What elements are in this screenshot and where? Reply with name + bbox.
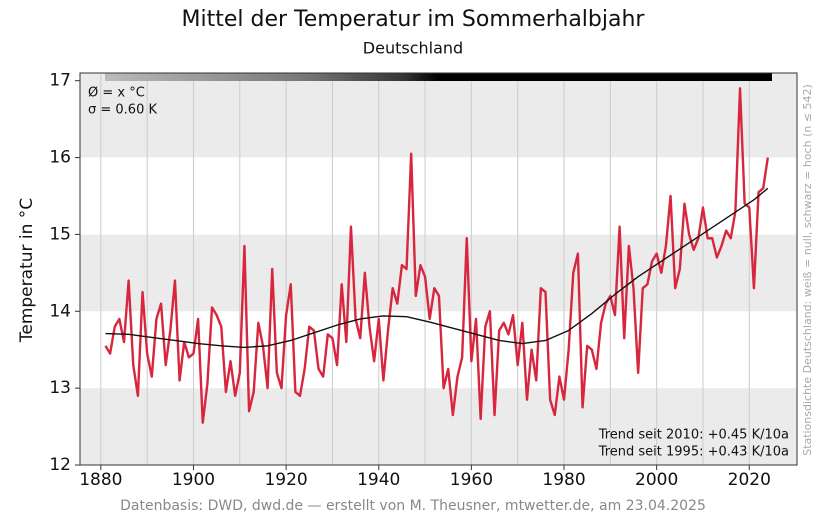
station-density-strip (105, 73, 772, 81)
grid-band (80, 388, 797, 465)
y-tick-label: 12 (49, 455, 71, 475)
chart-subtitle: Deutschland (363, 39, 463, 58)
y-tick-label: 15 (49, 224, 71, 244)
smoothed-line (105, 187, 769, 349)
y-tick-label: 13 (49, 378, 71, 398)
x-tick-label: 2020 (728, 470, 771, 490)
x-tick-label: 1940 (357, 470, 400, 490)
y-axis-label: Temperatur in °C (17, 198, 37, 343)
annotation: Ø = x °C (88, 86, 145, 101)
source: Datenbasis: DWD, dwd.de — erstellt von M… (120, 498, 706, 514)
x-tick-label: 1960 (450, 470, 493, 490)
chart-title: Mittel der Temperatur im Sommerhalbjahr (182, 7, 646, 32)
temperature-line (104, 87, 770, 424)
grid-band (80, 73, 797, 158)
y-tick-label: 17 (49, 71, 71, 91)
annotation: σ = 0.60 K (88, 103, 157, 118)
x-tick-label: 1980 (542, 470, 585, 490)
right-label: Stationsdichte Deutschland: weiß = null,… (801, 84, 814, 456)
annotation: Trend seit 2010: +0.45 K/10a (598, 428, 789, 443)
y-tick-label: 16 (49, 148, 71, 168)
x-tick-label: 2000 (635, 470, 678, 490)
y-tick-label: 14 (49, 301, 71, 321)
x-tick-label: 1900 (172, 470, 215, 490)
grid-band (80, 157, 797, 235)
x-tick-label: 1920 (264, 470, 307, 490)
x-tick-label: 1880 (79, 470, 122, 490)
annotation: Trend seit 1995: +0.43 K/10a (598, 445, 789, 460)
plot-frame (79, 72, 798, 466)
